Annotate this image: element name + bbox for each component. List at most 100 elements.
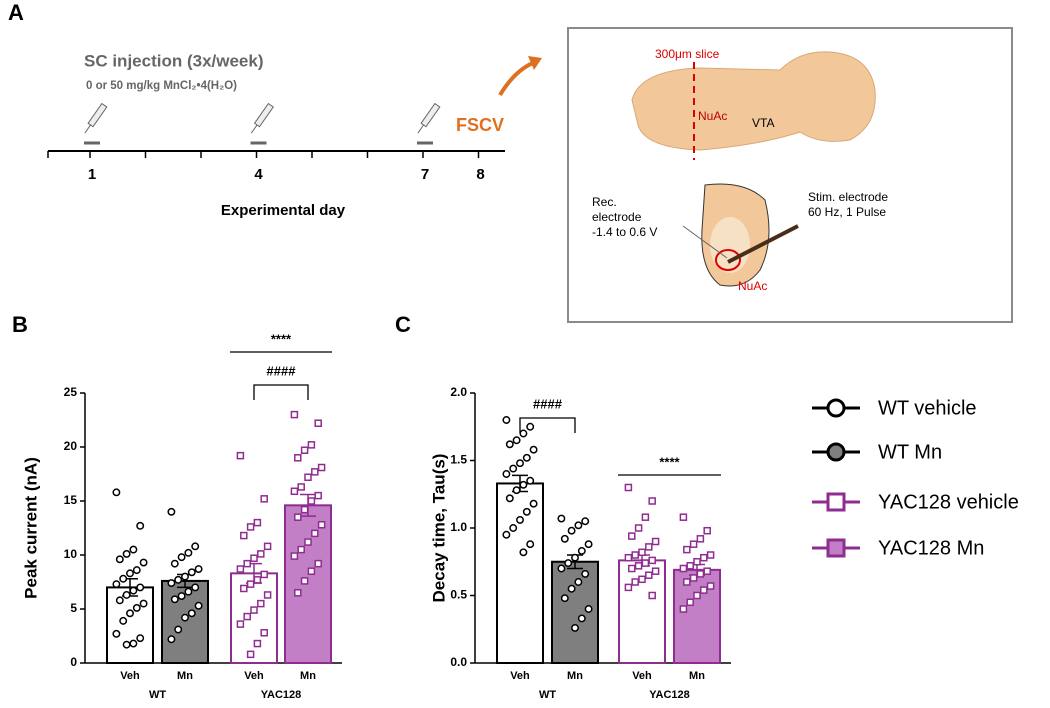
data-point <box>683 545 691 554</box>
brain <box>631 51 876 151</box>
fscv-label: FSCV <box>456 115 504 135</box>
data-point <box>122 640 131 649</box>
data-point <box>304 538 312 546</box>
data-point <box>167 579 176 588</box>
data-point <box>509 524 518 532</box>
x-tick-label: Veh <box>632 670 652 682</box>
data-point <box>314 559 322 568</box>
data-point <box>129 545 138 554</box>
data-point <box>689 540 698 548</box>
data-point <box>577 547 586 555</box>
data-point <box>505 440 514 449</box>
data-point <box>648 497 656 505</box>
data-point <box>174 575 183 584</box>
data-point <box>512 436 521 445</box>
y-tick-label: 1.5 <box>450 453 467 467</box>
panel-label: A <box>8 0 24 25</box>
syringe-needle <box>417 124 424 134</box>
data-point <box>696 570 705 578</box>
syringe-body <box>420 102 441 128</box>
data-point <box>581 517 590 526</box>
x-label: Experimental day <box>221 202 346 219</box>
group-label: YAC128 <box>649 689 690 701</box>
legend-label: YAC128 Mn <box>878 537 984 559</box>
panel-label: B <box>12 312 28 337</box>
syringe <box>250 102 274 134</box>
data-point <box>317 463 326 472</box>
data-point <box>194 601 203 610</box>
syringe <box>84 102 108 134</box>
y-tick-label: 15 <box>64 493 78 507</box>
data-point <box>679 605 688 613</box>
data-point <box>240 531 248 540</box>
data-point <box>132 603 141 612</box>
data-point <box>557 564 566 573</box>
data-point <box>502 530 511 539</box>
data-point <box>300 446 309 454</box>
y-axis-label: Peak current (nA) <box>21 457 40 599</box>
data-point <box>191 583 200 592</box>
data-point <box>126 609 134 618</box>
data-point <box>700 586 708 594</box>
data-point <box>136 521 145 530</box>
data-point <box>519 429 528 438</box>
data-point <box>526 540 535 549</box>
x-tick-label: Mn <box>689 670 705 682</box>
arrow-head <box>528 56 542 70</box>
data-point <box>260 629 268 637</box>
region <box>710 217 750 273</box>
slice-label: 300μm slice <box>655 47 720 61</box>
data-point <box>519 548 528 557</box>
data-point <box>703 526 711 535</box>
data-point <box>571 623 579 632</box>
significance-label: #### <box>533 396 563 411</box>
data-point <box>115 555 124 564</box>
data-point <box>187 609 196 618</box>
syringe-needle <box>84 124 91 134</box>
data-point <box>567 584 576 593</box>
data-point <box>581 569 590 578</box>
significance-bracket <box>519 417 576 433</box>
data-point <box>132 566 141 575</box>
rec-line: Rec. <box>592 195 617 209</box>
data-point <box>257 599 265 608</box>
group-label: WT <box>539 689 556 701</box>
data-point <box>184 548 193 557</box>
bar <box>551 560 599 664</box>
data-point <box>246 523 255 531</box>
injection-title: SC injection (3x/week) <box>84 51 264 70</box>
data-point <box>529 445 538 454</box>
significance-label: #### <box>267 363 297 378</box>
data-point <box>311 468 319 476</box>
data-point <box>122 549 131 558</box>
x-tick-label: Mn <box>177 670 193 682</box>
y-tick-label: 10 <box>64 547 78 561</box>
data-point <box>689 574 698 582</box>
data-point <box>300 577 309 585</box>
syringe <box>417 102 441 134</box>
data-point <box>122 591 131 599</box>
data-point <box>260 570 268 579</box>
data-point <box>250 606 258 614</box>
data-point <box>250 554 258 562</box>
data-point <box>628 532 636 540</box>
data-point <box>181 613 189 622</box>
y-tick-label: 25 <box>64 385 78 399</box>
data-point <box>307 567 316 575</box>
data-point <box>624 483 633 492</box>
group-label: WT <box>149 689 166 701</box>
data-point <box>624 553 633 562</box>
bar <box>106 586 154 665</box>
data-point <box>184 587 193 596</box>
x-tick-label: Veh <box>510 670 530 682</box>
data-point <box>703 567 711 575</box>
data-point <box>706 551 715 559</box>
data-point <box>187 568 196 577</box>
stim-electrode <box>727 224 799 264</box>
data-point <box>119 574 128 583</box>
data-point <box>574 521 583 530</box>
x-tick-label: Veh <box>244 670 264 682</box>
x-tick-label: Mn <box>567 670 583 682</box>
rec-line: electrode <box>592 210 642 224</box>
